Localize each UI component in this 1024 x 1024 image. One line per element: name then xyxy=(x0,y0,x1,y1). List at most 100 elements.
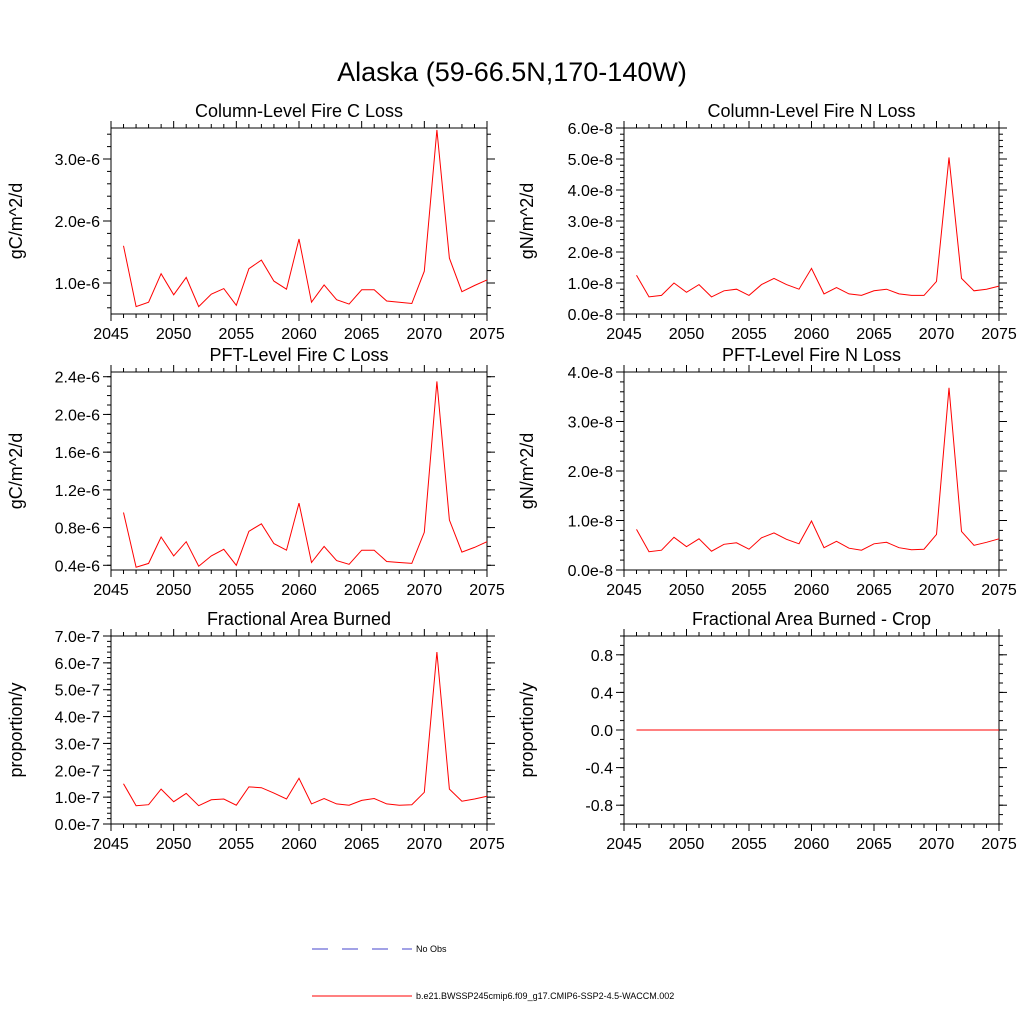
panel-title: Fractional Area Burned - Crop xyxy=(692,609,931,629)
chart-panel-1: Column-Level Fire C Loss 2045 2050 2055 2060… xyxy=(6,101,505,343)
y-tick-label: 3.0e-8 xyxy=(568,415,613,432)
series-line xyxy=(123,129,488,308)
legend-label: b.e21.BWSSP245cmip6.f09_g17.CMIP6-SSP2-4… xyxy=(416,991,674,1001)
y-tick-label: 4.0e-8 xyxy=(568,365,613,382)
x-tick-label: 2070 xyxy=(407,582,443,599)
x-tick-label: 2065 xyxy=(344,582,380,599)
panels: Column-Level Fire C Loss 2045 2050 2055 2060… xyxy=(6,101,1017,853)
x-tick-label: 2045 xyxy=(93,836,129,853)
chart-panel-3: PFT-Level Fire C Loss 2045 2050 2055 2060 206… xyxy=(6,345,505,599)
y-tick-label: 2.0e-8 xyxy=(568,245,613,262)
x-tick-label: 2075 xyxy=(469,836,505,853)
x-tick-label: 2065 xyxy=(344,326,380,343)
x-tick-label: 2075 xyxy=(981,326,1017,343)
y-tick-label: 0.0e-8 xyxy=(568,307,613,324)
panel-title: Column-Level Fire N Loss xyxy=(707,101,915,121)
y-tick-label: 2.4e-6 xyxy=(55,370,100,387)
x-tick-label: 2055 xyxy=(219,582,255,599)
x-tick-label: 2065 xyxy=(856,836,892,853)
series-line xyxy=(123,381,488,568)
y-tick-label: 2.0e-6 xyxy=(55,214,100,231)
x-tick-label: 2055 xyxy=(731,836,767,853)
x-tick-label: 2050 xyxy=(156,326,192,343)
x-tick-label: 2055 xyxy=(219,836,255,853)
x-tick-label: 2050 xyxy=(669,582,705,599)
y-axis-label: proportion/y xyxy=(517,682,537,777)
x-tick-label: 2060 xyxy=(281,582,317,599)
y-tick-label: 3.0e-8 xyxy=(568,214,613,231)
x-tick-label: 2060 xyxy=(794,326,830,343)
plot-frame xyxy=(110,371,488,571)
y-tick-label: 5.0e-8 xyxy=(568,152,613,169)
x-tick-label: 2075 xyxy=(469,326,505,343)
x-tick-label: 2055 xyxy=(731,582,767,599)
legend-label: No Obs xyxy=(416,944,447,954)
chart-panel-6: Fractional Area Burned - Crop 2045 2050 205… xyxy=(517,609,1017,853)
y-tick-label: 6.0e-8 xyxy=(568,121,613,138)
figure-title: Alaska (59-66.5N,170-140W) xyxy=(337,57,687,87)
x-tick-label: 2070 xyxy=(919,582,955,599)
y-axis-label: proportion/y xyxy=(6,682,26,777)
x-tick-label: 2060 xyxy=(794,582,830,599)
y-tick-label: 2.0e-7 xyxy=(55,763,100,780)
chart-panel-4: PFT-Level Fire N Loss 2045 2050 2055 2060 206… xyxy=(517,345,1017,599)
y-tick-label: 7.0e-7 xyxy=(55,629,100,646)
y-axis-label: gC/m^2/d xyxy=(6,183,26,259)
x-tick-label: 2055 xyxy=(219,326,255,343)
series-line xyxy=(636,157,1000,298)
x-tick-label: 2060 xyxy=(794,836,830,853)
x-tick-label: 2045 xyxy=(606,836,642,853)
y-tick-label: 0.8e-6 xyxy=(55,521,100,538)
plot-frame xyxy=(110,127,488,315)
y-tick-label: 0.4e-6 xyxy=(55,558,100,575)
x-tick-label: 2060 xyxy=(281,326,317,343)
x-tick-label: 2050 xyxy=(669,836,705,853)
y-tick-label: 3.0e-7 xyxy=(55,736,100,753)
y-tick-label: 3.0e-6 xyxy=(55,152,100,169)
y-tick-label: 1.2e-6 xyxy=(55,483,100,500)
x-tick-label: 2070 xyxy=(407,836,443,853)
plot-frame xyxy=(623,371,1000,571)
x-tick-label: 2065 xyxy=(856,582,892,599)
y-tick-label: 0.0e-8 xyxy=(568,563,613,580)
x-tick-label: 2065 xyxy=(856,326,892,343)
y-tick-label: 0.4 xyxy=(591,685,613,702)
x-tick-label: 2045 xyxy=(93,326,129,343)
y-tick-label: 1.0e-8 xyxy=(568,514,613,531)
legend: No Obs b.e21.BWSSP245cmip6.f09_g17.CMIP6-… xyxy=(312,944,674,1001)
x-tick-label: 2045 xyxy=(606,326,642,343)
y-tick-label: 0.8 xyxy=(591,648,613,665)
chart-panel-2: Column-Level Fire N Loss 2045 2050 2055 2060… xyxy=(517,101,1017,343)
y-tick-label: 1.0e-6 xyxy=(55,276,100,293)
series-line xyxy=(123,652,488,807)
y-tick-label: 4.0e-7 xyxy=(55,710,100,727)
panel-title: Column-Level Fire C Loss xyxy=(195,101,403,121)
y-tick-label: 1.6e-6 xyxy=(55,445,100,462)
y-tick-label: 6.0e-7 xyxy=(55,656,100,673)
x-tick-label: 2070 xyxy=(919,836,955,853)
y-axis-label: gN/m^2/d xyxy=(517,183,537,259)
y-tick-label: 1.0e-7 xyxy=(55,790,100,807)
x-tick-label: 2055 xyxy=(731,326,767,343)
y-tick-label: -0.8 xyxy=(585,798,613,815)
x-tick-label: 2075 xyxy=(981,836,1017,853)
x-tick-label: 2050 xyxy=(156,582,192,599)
x-tick-label: 2070 xyxy=(407,326,443,343)
y-axis-label: gC/m^2/d xyxy=(6,433,26,509)
x-tick-label: 2075 xyxy=(981,582,1017,599)
x-tick-label: 2065 xyxy=(344,836,380,853)
panel-title: PFT-Level Fire C Loss xyxy=(209,345,388,365)
y-tick-label: 2.0e-8 xyxy=(568,464,613,481)
x-tick-label: 2045 xyxy=(606,582,642,599)
series-line xyxy=(636,387,1000,553)
panel-title: Fractional Area Burned xyxy=(207,609,391,629)
y-tick-label: 0.0 xyxy=(591,723,613,740)
x-tick-label: 2045 xyxy=(93,582,129,599)
x-tick-label: 2050 xyxy=(156,836,192,853)
y-tick-label: 4.0e-8 xyxy=(568,183,613,200)
chart-panel-5: Fractional Area Burned 2045 2050 2055 2060 20… xyxy=(6,609,505,853)
panel-title: PFT-Level Fire N Loss xyxy=(722,345,901,365)
y-tick-label: 2.0e-6 xyxy=(55,407,100,424)
x-tick-label: 2050 xyxy=(669,326,705,343)
x-tick-label: 2075 xyxy=(469,582,505,599)
